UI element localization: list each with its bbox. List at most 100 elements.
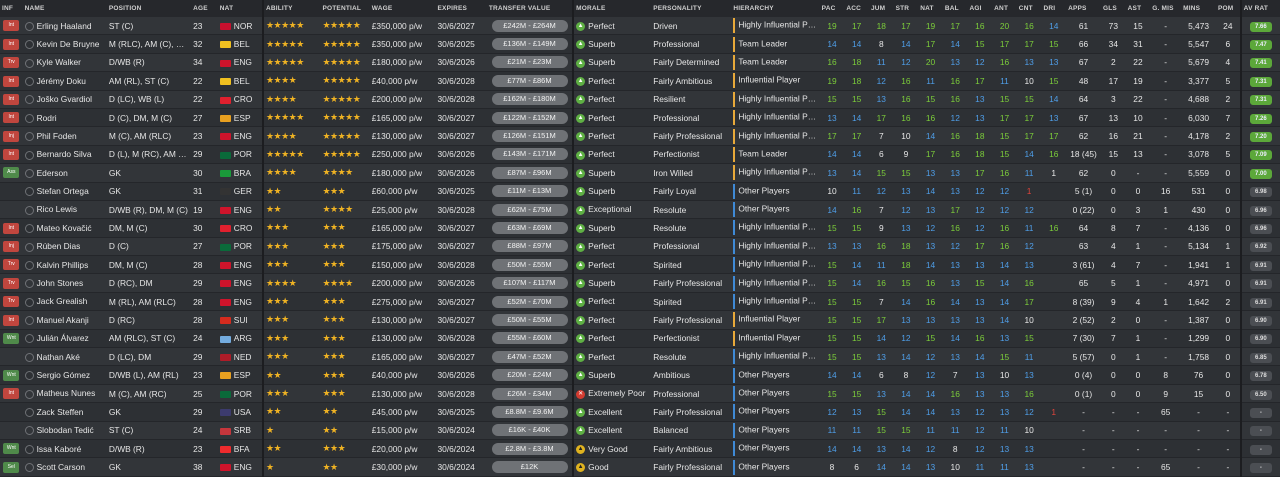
- col-agi[interactable]: AGI: [967, 0, 993, 17]
- table-row[interactable]: Slobodan Tedić ST (C) 24 SRB ★ ★★ £15,000 p/w 3…: [0, 421, 1280, 440]
- table-row[interactable]: Trv Jack Grealish M (RL), AM (RLC) 28 ENG ★★★…: [0, 292, 1280, 312]
- col-inf[interactable]: INF: [0, 0, 23, 17]
- col-ability[interactable]: ABILITY: [261, 0, 321, 17]
- player-name-cell[interactable]: Zack Steffen: [22, 402, 107, 422]
- transfer-value-pill[interactable]: £242M - £264M: [491, 19, 568, 32]
- col-personality[interactable]: PERSONALITY: [651, 0, 732, 17]
- table-row[interactable]: Wnt Sergio Gómez D/WB (L), AM (RL) 23 ESP ★★ ★…: [0, 365, 1280, 385]
- player-name-cell[interactable]: Matheus Nunes: [22, 384, 107, 404]
- player-name[interactable]: Manuel Akanji: [36, 314, 89, 325]
- table-row[interactable]: Nathan Aké D (LC), DM 29 NED ★★★ ★★★ £165,000 …: [0, 347, 1280, 367]
- col-avrat[interactable]: AV RAT: [1239, 0, 1280, 17]
- table-row[interactable]: Int Erling Haaland ST (C) 23 NOR ★★★★★ ★★★★★ £3…: [0, 17, 1280, 36]
- player-name-cell[interactable]: Nathan Aké: [22, 347, 107, 367]
- transfer-value-pill[interactable]: £88M - £97M: [491, 240, 568, 253]
- player-name-cell[interactable]: John Stones: [22, 273, 107, 293]
- table-row[interactable]: Trv Kyle Walker D/WB (R) 34 ENG ★★★★★ ★★★★★ £18…: [0, 53, 1280, 73]
- player-name[interactable]: Jack Grealish: [36, 296, 88, 307]
- col-hierarchy[interactable]: HIERARCHY: [731, 0, 820, 17]
- col-wage[interactable]: WAGE: [369, 0, 436, 17]
- col-position[interactable]: POSITION: [106, 0, 192, 17]
- player-name[interactable]: Ederson: [36, 167, 68, 178]
- table-row[interactable]: Zack Steffen GK 29 USA ★★ ★★ £45,000 p/w 30/6/2…: [0, 402, 1280, 422]
- player-name[interactable]: Jérémy Doku: [36, 75, 86, 86]
- player-name-cell[interactable]: Bernardo Silva: [22, 145, 107, 165]
- table-row[interactable]: Trv Kalvin Phillips DM, M (C) 28 ENG ★★★ ★★★ £1…: [0, 255, 1280, 275]
- player-name[interactable]: Nathan Aké: [36, 351, 80, 362]
- col-bal[interactable]: BAL: [942, 0, 968, 17]
- player-name[interactable]: Scott Carson: [36, 461, 86, 472]
- player-name-cell[interactable]: Stefan Ortega: [22, 182, 107, 201]
- table-row[interactable]: Int Matheus Nunes M (C), AM (RC) 25 POR ★★★ ★★…: [0, 384, 1280, 404]
- transfer-value-pill[interactable]: £136M - £149M: [491, 38, 568, 51]
- table-row[interactable]: Stefan Ortega GK 31 GER ★★ ★★★ £60,000 p/w 30/6…: [0, 182, 1280, 201]
- transfer-value-pill[interactable]: £107M - £117M: [491, 277, 568, 290]
- col-cnt[interactable]: CNT: [1016, 0, 1042, 17]
- col-nat-fitness[interactable]: NAT: [918, 0, 943, 17]
- col-mins[interactable]: MINS: [1181, 0, 1217, 17]
- table-row[interactable]: Inj Phil Foden M (C), AM (RLC) 23 ENG ★★★★ ★★★…: [0, 126, 1280, 146]
- player-name[interactable]: Stefan Ortega: [36, 186, 89, 197]
- transfer-value-pill[interactable]: £21M - £23M: [491, 56, 568, 69]
- player-name[interactable]: John Stones: [36, 278, 84, 289]
- col-gmis[interactable]: G. MIS: [1150, 0, 1182, 17]
- col-acc[interactable]: ACC: [844, 0, 869, 17]
- transfer-value-pill[interactable]: £26M - £34M: [491, 387, 568, 400]
- transfer-value-pill[interactable]: £87M - £96M: [491, 166, 568, 179]
- col-morale[interactable]: MORALE: [572, 0, 652, 17]
- col-ant[interactable]: ANT: [992, 0, 1017, 17]
- table-row[interactable]: Inj Rúben Dias D (C) 27 POR ★★★ ★★★ £175,000 p/…: [0, 237, 1280, 257]
- col-age[interactable]: AGE: [191, 0, 218, 17]
- player-name-cell[interactable]: Kyle Walker: [22, 53, 107, 73]
- table-row[interactable]: Ass Ederson GK 30 BRA ★★★★ ★★★★ £180,000 p/w 30/…: [0, 163, 1280, 183]
- transfer-value-pill[interactable]: £2.8M - £3.8M: [491, 442, 568, 455]
- table-row[interactable]: Rico Lewis D/WB (R), DM, M (C) 19 ENG ★★ ★★★★…: [0, 200, 1280, 220]
- transfer-value-pill[interactable]: £77M - £86M: [491, 74, 568, 87]
- col-name[interactable]: NAME: [22, 0, 107, 17]
- col-dri[interactable]: DRI: [1041, 0, 1067, 17]
- player-name-cell[interactable]: Ederson: [22, 163, 107, 183]
- table-row[interactable]: Int Rodri D (C), DM, M (C) 27 ESP ★★★★★ ★★★★★ £…: [0, 108, 1280, 128]
- transfer-value-pill[interactable]: £50M - £55M: [491, 313, 568, 326]
- col-apps[interactable]: APPS: [1066, 0, 1101, 17]
- table-row[interactable]: Sel Scott Carson GK 38 ENG ★ ★★ £30,000 p/w 30/6…: [0, 457, 1280, 477]
- player-name[interactable]: Mateo Kovačić: [36, 222, 92, 233]
- player-name[interactable]: Kevin De Bruyne: [36, 38, 100, 49]
- player-name[interactable]: Erling Haaland: [36, 20, 92, 31]
- table-row[interactable]: Wnt Julián Álvarez AM (RLC), ST (C) 24 ARG ★★…: [0, 329, 1280, 349]
- transfer-value-pill[interactable]: £62M - £75M: [491, 203, 568, 216]
- player-name-cell[interactable]: Manuel Akanji: [22, 310, 107, 330]
- player-name-cell[interactable]: Rodri: [22, 108, 107, 128]
- table-row[interactable]: Int Bernardo Silva D (L), M (RC), AM (RLC)…: [0, 145, 1280, 165]
- player-name[interactable]: Rodri: [36, 112, 57, 123]
- player-name[interactable]: Sergio Gómez: [36, 369, 91, 380]
- player-name[interactable]: Phil Foden: [36, 130, 77, 141]
- col-pac[interactable]: PAC: [819, 0, 845, 17]
- player-name-cell[interactable]: Sergio Gómez: [22, 365, 107, 385]
- player-name-cell[interactable]: Rico Lewis: [22, 200, 107, 220]
- player-name-cell[interactable]: Erling Haaland: [22, 17, 107, 36]
- player-name-cell[interactable]: Kalvin Phillips: [22, 255, 107, 275]
- transfer-value-pill[interactable]: £8.8M - £9.6M: [491, 405, 568, 418]
- table-row[interactable]: Int Mateo Kovačić DM, M (C) 30 CRO ★★★ ★★★ £165…: [0, 218, 1280, 238]
- transfer-value-pill[interactable]: £50M - £55M: [491, 258, 568, 271]
- player-name-cell[interactable]: Rúben Dias: [22, 237, 107, 257]
- player-name-cell[interactable]: Kevin De Bruyne: [22, 34, 107, 54]
- player-name[interactable]: Bernardo Silva: [36, 149, 92, 160]
- player-name[interactable]: Julián Álvarez: [36, 333, 89, 344]
- player-name[interactable]: Kalvin Phillips: [36, 259, 89, 270]
- col-ast[interactable]: AST: [1125, 0, 1151, 17]
- table-row[interactable]: Int Manuel Akanji D (RC) 28 SUI ★★★ ★★★ £130,00…: [0, 310, 1280, 330]
- transfer-value-pill[interactable]: £11M - £13M: [491, 185, 568, 198]
- player-name-cell[interactable]: Joško Gvardiol: [22, 90, 107, 109]
- player-name-cell[interactable]: Issa Kaboré: [22, 439, 107, 459]
- player-name[interactable]: Rico Lewis: [36, 204, 78, 215]
- player-name-cell[interactable]: Julián Álvarez: [22, 329, 107, 349]
- player-name-cell[interactable]: Scott Carson: [22, 457, 107, 477]
- transfer-value-pill[interactable]: £47M - £52M: [491, 350, 568, 363]
- transfer-value-pill[interactable]: £63M - £69M: [491, 221, 568, 234]
- player-name[interactable]: Matheus Nunes: [36, 388, 96, 399]
- table-row[interactable]: Trv John Stones D (RC), DM 29 ENG ★★★★ ★★★★ £20…: [0, 273, 1280, 293]
- player-name[interactable]: Joško Gvardiol: [36, 94, 92, 105]
- transfer-value-pill[interactable]: £16K - £40K: [491, 424, 568, 437]
